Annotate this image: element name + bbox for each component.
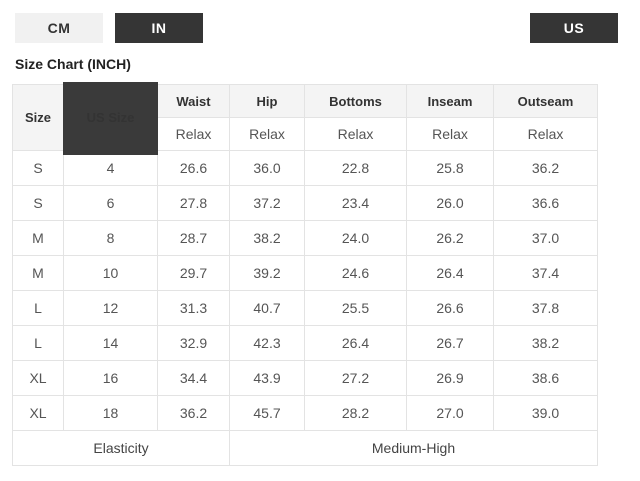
- waist-cell: 34.4: [157, 360, 230, 396]
- fit-type-row: Relax Relax Relax Relax Relax: [13, 117, 598, 151]
- outseam-cell: 36.6: [493, 185, 598, 221]
- us-size-cell: 10: [63, 255, 158, 291]
- table-row: L 14 32.9 42.3 26.4 26.7 38.2: [12, 325, 598, 361]
- outseam-cell: 37.0: [493, 220, 598, 256]
- bottoms-cell: 24.0: [304, 220, 407, 256]
- size-cell: M: [12, 255, 64, 291]
- us-size-cell: 12: [63, 290, 158, 326]
- waist-cell: 28.7: [157, 220, 230, 256]
- size-cell: XL: [12, 395, 64, 431]
- inseam-cell: 26.9: [406, 360, 494, 396]
- waist-cell: 36.2: [157, 395, 230, 431]
- fit-type-cell: Relax: [493, 117, 598, 151]
- us-size-column-header: US Size: [63, 82, 158, 155]
- table-header-row: Size US Size Waist Hip Bottoms Inseam Ou…: [12, 82, 598, 155]
- waist-cell: 29.7: [157, 255, 230, 291]
- page-title: Size Chart (INCH): [15, 56, 131, 72]
- hip-cell: 37.2: [229, 185, 305, 221]
- us-region-button[interactable]: US: [530, 13, 618, 43]
- size-cell: L: [12, 325, 64, 361]
- outseam-cell: 38.2: [493, 325, 598, 361]
- outseam-cell: 37.4: [493, 255, 598, 291]
- elasticity-value: Medium-High: [229, 430, 598, 466]
- us-size-cell: 6: [63, 185, 158, 221]
- inseam-cell: 26.0: [406, 185, 494, 221]
- fit-type-cell: Relax: [304, 117, 407, 151]
- bottoms-cell: 27.2: [304, 360, 407, 396]
- us-size-cell: 18: [63, 395, 158, 431]
- outseam-cell: 37.8: [493, 290, 598, 326]
- table-row: XL 16 34.4 43.9 27.2 26.9 38.6: [12, 360, 598, 396]
- waist-cell: 31.3: [157, 290, 230, 326]
- us-size-cell: 14: [63, 325, 158, 361]
- outseam-cell: 39.0: [493, 395, 598, 431]
- unit-region-toolbar: CM IN US: [0, 0, 640, 43]
- hip-column-header: Hip: [229, 84, 305, 118]
- elasticity-label: Elasticity: [12, 430, 230, 466]
- unit-toggle-group: CM IN: [15, 13, 203, 43]
- hip-cell: 36.0: [229, 150, 305, 186]
- hip-cell: 38.2: [229, 220, 305, 256]
- waist-cell: 32.9: [157, 325, 230, 361]
- hip-cell: 39.2: [229, 255, 305, 291]
- size-chart-table: Size US Size Waist Hip Bottoms Inseam Ou…: [12, 82, 598, 466]
- elasticity-row: Elasticity Medium-High: [12, 430, 598, 466]
- bottoms-cell: 26.4: [304, 325, 407, 361]
- bottoms-cell: 23.4: [304, 185, 407, 221]
- bottoms-column-header: Bottoms: [304, 84, 407, 118]
- size-cell: S: [12, 150, 64, 186]
- hip-cell: 43.9: [229, 360, 305, 396]
- hip-cell: 42.3: [229, 325, 305, 361]
- outseam-cell: 36.2: [493, 150, 598, 186]
- fit-type-cell: Relax: [157, 117, 230, 151]
- us-size-cell: 8: [63, 220, 158, 256]
- size-cell: S: [12, 185, 64, 221]
- bottoms-cell: 24.6: [304, 255, 407, 291]
- us-size-header-label: US Size: [86, 110, 135, 125]
- size-column-header: Size: [12, 84, 64, 151]
- size-cell: L: [12, 290, 64, 326]
- us-size-cell: 4: [63, 150, 158, 186]
- inseam-column-header: Inseam: [406, 84, 494, 118]
- hip-cell: 40.7: [229, 290, 305, 326]
- waist-column-header: Waist: [157, 84, 230, 118]
- hip-cell: 45.7: [229, 395, 305, 431]
- table-row: L 12 31.3 40.7 25.5 26.6 37.8: [12, 290, 598, 326]
- table-row: S 6 27.8 37.2 23.4 26.0 36.6: [12, 185, 598, 221]
- inseam-cell: 27.0: [406, 395, 494, 431]
- in-toggle-button[interactable]: IN: [115, 13, 203, 43]
- inseam-cell: 26.2: [406, 220, 494, 256]
- size-cell: XL: [12, 360, 64, 396]
- fit-type-cell: Relax: [406, 117, 494, 151]
- table-row: XL 18 36.2 45.7 28.2 27.0 39.0: [12, 395, 598, 431]
- us-size-cell: 16: [63, 360, 158, 396]
- cm-toggle-button[interactable]: CM: [15, 13, 103, 43]
- outseam-column-header: Outseam: [493, 84, 598, 118]
- inseam-cell: 26.4: [406, 255, 494, 291]
- size-cell: M: [12, 220, 64, 256]
- inseam-cell: 26.6: [406, 290, 494, 326]
- bottoms-cell: 28.2: [304, 395, 407, 431]
- outseam-cell: 38.6: [493, 360, 598, 396]
- bottoms-cell: 25.5: [304, 290, 407, 326]
- inseam-cell: 26.7: [406, 325, 494, 361]
- waist-cell: 26.6: [157, 150, 230, 186]
- fit-type-cell: Relax: [229, 117, 305, 151]
- us-size-highlight: [63, 82, 158, 155]
- waist-cell: 27.8: [157, 185, 230, 221]
- table-row: S 4 26.6 36.0 22.8 25.8 36.2: [12, 150, 598, 186]
- inseam-cell: 25.8: [406, 150, 494, 186]
- table-row: M 8 28.7 38.2 24.0 26.2 37.0: [12, 220, 598, 256]
- bottoms-cell: 22.8: [304, 150, 407, 186]
- table-row: M 10 29.7 39.2 24.6 26.4 37.4: [12, 255, 598, 291]
